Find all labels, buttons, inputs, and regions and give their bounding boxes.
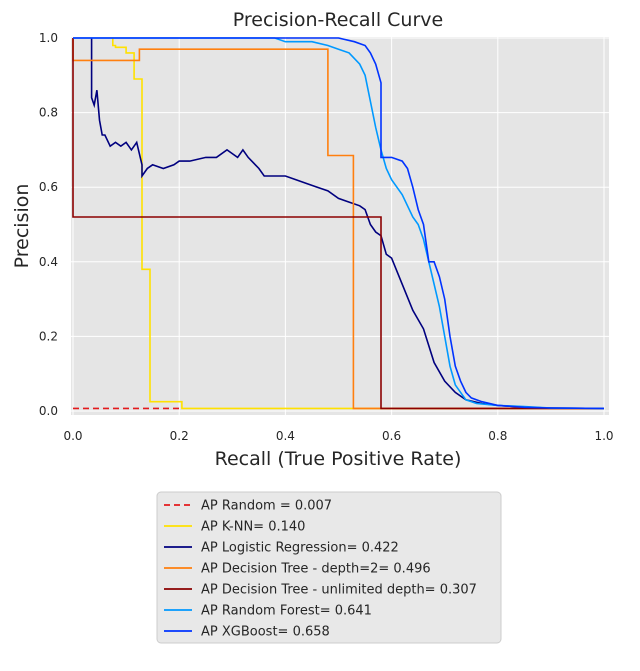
legend-entry: AP Decision Tree - depth=2= 0.496 [201, 562, 431, 577]
y-tick-label: 1.0 [39, 31, 58, 45]
series-line [73, 37, 605, 410]
x-tick-label: 1.0 [594, 429, 613, 443]
legend-entry: AP Random Forest= 0.641 [201, 604, 372, 619]
series-line [73, 37, 605, 410]
x-tick-label: 0.4 [276, 429, 295, 443]
x-axis-label: Recall (True Positive Rate) [215, 448, 462, 470]
legend-entry: AP Decision Tree - unlimited depth= 0.30… [201, 583, 477, 598]
grid-lines [71, 37, 609, 415]
y-tick-label: 0.6 [39, 180, 58, 194]
y-tick-label: 0.8 [39, 106, 58, 120]
series-line [72, 38, 604, 410]
series-layer [72, 37, 605, 410]
y-axis-label: Precision [11, 184, 33, 269]
y-axis-ticks: 0.0 0.2 0.4 0.6 0.8 1.0 [39, 31, 58, 418]
legend-entry: AP K-NN= 0.140 [201, 520, 305, 535]
x-tick-label: 0.6 [382, 429, 401, 443]
legend-entry: AP Logistic Regression= 0.422 [201, 541, 399, 556]
series-line [112, 38, 604, 410]
legend: AP Random = 0.007 AP K-NN= 0.140 AP Logist… [156, 491, 502, 644]
legend-box [156, 491, 502, 644]
plot-area [71, 37, 609, 415]
x-tick-label: 0.8 [488, 429, 507, 443]
y-tick-label: 0.0 [39, 404, 58, 418]
y-tick-label: 0.2 [39, 329, 58, 343]
legend-entry: AP XGBoost= 0.658 [201, 625, 330, 640]
chart-title: Precision-Recall Curve [233, 9, 443, 31]
x-tick-label: 0.0 [63, 429, 82, 443]
y-tick-label: 0.4 [39, 255, 58, 269]
series-line [90, 38, 605, 410]
x-axis-ticks: 0.0 0.2 0.4 0.6 0.8 1.0 [63, 429, 613, 443]
legend-entry: AP Random = 0.007 [201, 499, 332, 514]
series-line [72, 38, 604, 410]
x-tick-label: 0.2 [170, 429, 189, 443]
